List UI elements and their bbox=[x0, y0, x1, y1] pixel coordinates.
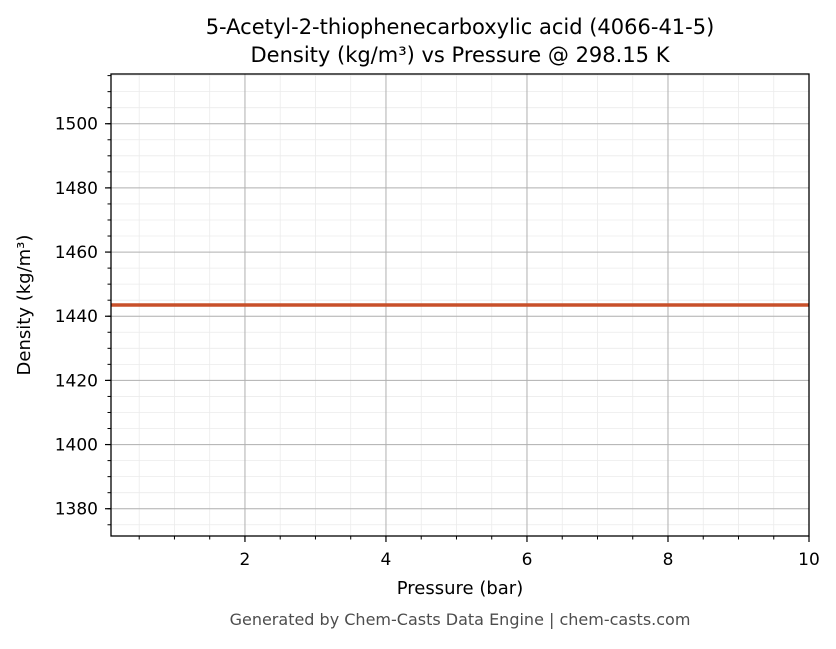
x-tick-label: 2 bbox=[240, 550, 251, 570]
y-tick-label: 1420 bbox=[55, 371, 98, 391]
y-tick-label: 1380 bbox=[55, 500, 98, 520]
chart-title-line1: 5-Acetyl-2-thiophenecarboxylic acid (406… bbox=[206, 15, 715, 39]
y-tick-label: 1480 bbox=[55, 179, 98, 199]
chart-title-line2: Density (kg/m³) vs Pressure @ 298.15 K bbox=[250, 43, 670, 67]
y-axis-label: Density (kg/m³) bbox=[14, 235, 35, 376]
x-tick-label: 8 bbox=[663, 550, 674, 570]
footer-credit: Generated by Chem-Casts Data Engine | ch… bbox=[230, 610, 691, 629]
y-axis-ticks: 1380 1400 1420 1440 1460 1480 1500 bbox=[55, 75, 111, 526]
x-tick-label: 6 bbox=[522, 550, 533, 570]
x-axis-label: Pressure (bar) bbox=[397, 578, 523, 599]
x-tick-label: 4 bbox=[381, 550, 392, 570]
x-axis-ticks: 2 4 6 8 10 bbox=[138, 536, 820, 570]
plot-frame bbox=[110, 73, 810, 537]
y-tick-label: 1440 bbox=[55, 307, 98, 327]
y-tick-label: 1500 bbox=[55, 115, 98, 135]
y-tick-label: 1460 bbox=[55, 243, 98, 263]
y-tick-label: 1400 bbox=[55, 436, 98, 456]
x-tick-label: 10 bbox=[798, 550, 820, 570]
